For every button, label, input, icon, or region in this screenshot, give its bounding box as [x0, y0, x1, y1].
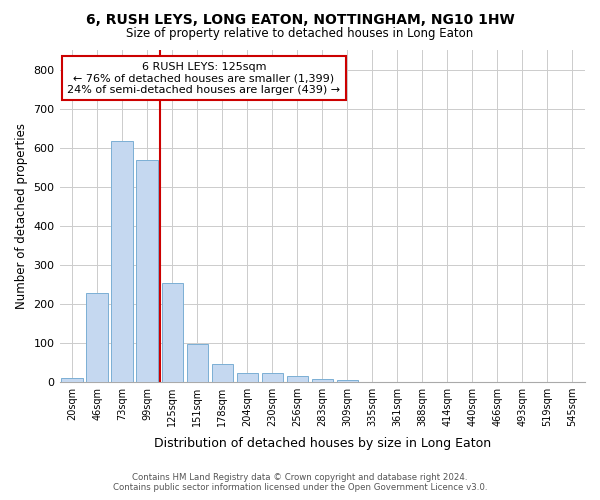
Bar	[337, 380, 358, 382]
Bar	[161, 283, 183, 382]
Bar	[236, 373, 258, 382]
Bar	[187, 344, 208, 382]
Bar	[311, 379, 333, 382]
Bar	[262, 373, 283, 382]
Bar	[112, 141, 133, 382]
Bar	[287, 376, 308, 382]
Text: Contains HM Land Registry data © Crown copyright and database right 2024.
Contai: Contains HM Land Registry data © Crown c…	[113, 473, 487, 492]
Text: 6, RUSH LEYS, LONG EATON, NOTTINGHAM, NG10 1HW: 6, RUSH LEYS, LONG EATON, NOTTINGHAM, NG…	[86, 12, 514, 26]
Bar	[212, 364, 233, 382]
Bar	[61, 378, 83, 382]
X-axis label: Distribution of detached houses by size in Long Eaton: Distribution of detached houses by size …	[154, 437, 491, 450]
Bar	[86, 292, 108, 382]
Text: Size of property relative to detached houses in Long Eaton: Size of property relative to detached ho…	[127, 28, 473, 40]
Bar	[136, 160, 158, 382]
Text: 6 RUSH LEYS: 125sqm
← 76% of detached houses are smaller (1,399)
24% of semi-det: 6 RUSH LEYS: 125sqm ← 76% of detached ho…	[67, 62, 341, 95]
Y-axis label: Number of detached properties: Number of detached properties	[15, 123, 28, 309]
